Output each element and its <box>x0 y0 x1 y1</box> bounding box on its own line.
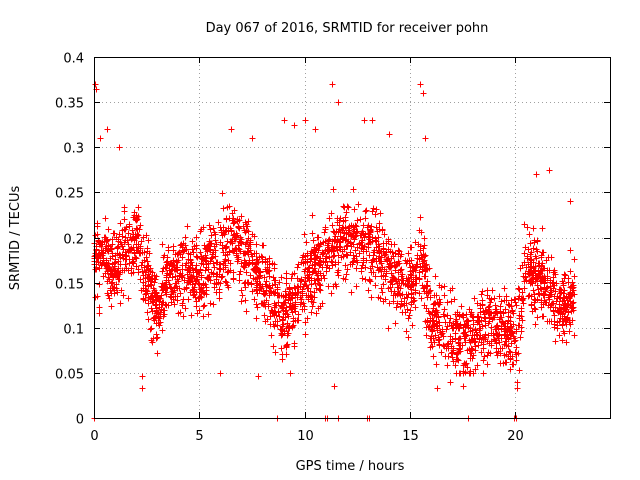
x-tick-label: 15 <box>402 429 419 444</box>
y-tick-label: 0.4 <box>63 52 84 67</box>
y-tick-label: 0.05 <box>55 368 84 383</box>
y-tick-label: 0.25 <box>55 187 84 202</box>
chart-title: Day 067 of 2016, SRMTID for receiver poh… <box>206 21 489 36</box>
x-tick-label: 20 <box>507 429 524 444</box>
y-tick-label: 0.3 <box>63 142 84 157</box>
y-tick-label: 0.15 <box>55 278 84 293</box>
x-tick-label: 5 <box>195 429 203 444</box>
y-tick-label: 0.35 <box>55 97 84 112</box>
y-tick-label: 0.2 <box>63 233 84 248</box>
y-axis: 0 0.05 0.1 0.15 0.2 0.25 0.3 0.35 0.4 <box>55 52 610 428</box>
x-axis: 0 5 10 15 20 <box>90 57 524 444</box>
y-tick-label: 0 <box>76 413 84 428</box>
data-point-marks <box>91 81 578 422</box>
y-axis-label: SRMTID / TECUs <box>8 186 23 291</box>
x-axis-label: GPS time / hours <box>296 459 405 474</box>
x-tick-label: 0 <box>90 429 98 444</box>
y-tick-label: 0.1 <box>63 323 84 338</box>
x-tick-label: 10 <box>297 429 314 444</box>
data-points <box>91 81 578 422</box>
